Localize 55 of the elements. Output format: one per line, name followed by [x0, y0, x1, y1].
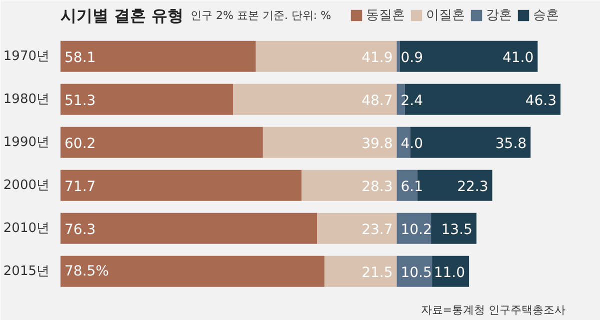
- data-label: 0.9: [400, 50, 424, 66]
- data-label: 11.0: [434, 264, 466, 281]
- chart-title: 시기별 결혼 유형: [60, 6, 184, 26]
- legend-label: 이질혼: [426, 7, 465, 24]
- bar: [431, 212, 476, 244]
- bar: [60, 212, 318, 244]
- bar: [324, 256, 397, 287]
- bar: [396, 40, 400, 72]
- bar: [400, 40, 538, 72]
- legend-label: 강혼: [486, 7, 512, 24]
- data-label: 71.7: [64, 178, 96, 195]
- bar: [262, 126, 397, 158]
- y-tick-label: 2010년: [3, 220, 50, 236]
- data-label: 60.2: [64, 136, 96, 152]
- data-label: 13.5: [441, 222, 472, 238]
- data-label: 2.4: [400, 92, 424, 109]
- data-label: 6.1: [400, 178, 424, 195]
- data-label: 10.5: [400, 264, 432, 281]
- legend-label: 동질혼: [366, 7, 405, 24]
- y-tick-label: 2000년: [3, 178, 50, 193]
- data-label: 28.3: [362, 178, 393, 195]
- data-label: 78.5%: [64, 263, 109, 280]
- data-label: 41.0: [502, 50, 534, 66]
- bar: [60, 170, 302, 201]
- data-label: 4.0: [400, 136, 424, 152]
- bar: [60, 256, 324, 287]
- bar: [432, 256, 470, 287]
- bar: [396, 212, 432, 244]
- bar: [60, 126, 263, 158]
- data-label: 23.7: [362, 222, 393, 238]
- y-tick-label: 1990년: [3, 134, 50, 150]
- bar: [396, 256, 432, 287]
- data-label: 48.7: [362, 92, 393, 109]
- bar: [60, 40, 256, 72]
- data-label: 10.2: [400, 222, 432, 238]
- data-label: 58.1: [64, 50, 96, 66]
- legend-label: 승혼: [533, 7, 559, 24]
- y-tick-label: 1980년: [3, 92, 50, 107]
- bar: [232, 84, 397, 115]
- bar: [317, 212, 397, 244]
- data-label: 39.8: [362, 136, 393, 152]
- data-label: 22.3: [457, 178, 488, 195]
- bar: [60, 84, 233, 115]
- annotation: 자료=통계청 인구주택총조사: [420, 304, 566, 316]
- data-label: 21.5: [362, 264, 393, 281]
- data-label: 46.3: [525, 92, 556, 109]
- data-label: 76.3: [64, 222, 96, 238]
- y-tick-label: 1970년: [3, 48, 50, 64]
- data-label: 51.3: [64, 92, 96, 109]
- bar: [302, 170, 397, 201]
- y-tick-label: 2015년: [3, 264, 50, 279]
- data-label: 35.8: [495, 136, 527, 152]
- bar: [256, 40, 397, 72]
- data-label: 41.9: [362, 50, 393, 66]
- text: 인구 2% 표본 기준. 단위: %: [190, 9, 332, 22]
